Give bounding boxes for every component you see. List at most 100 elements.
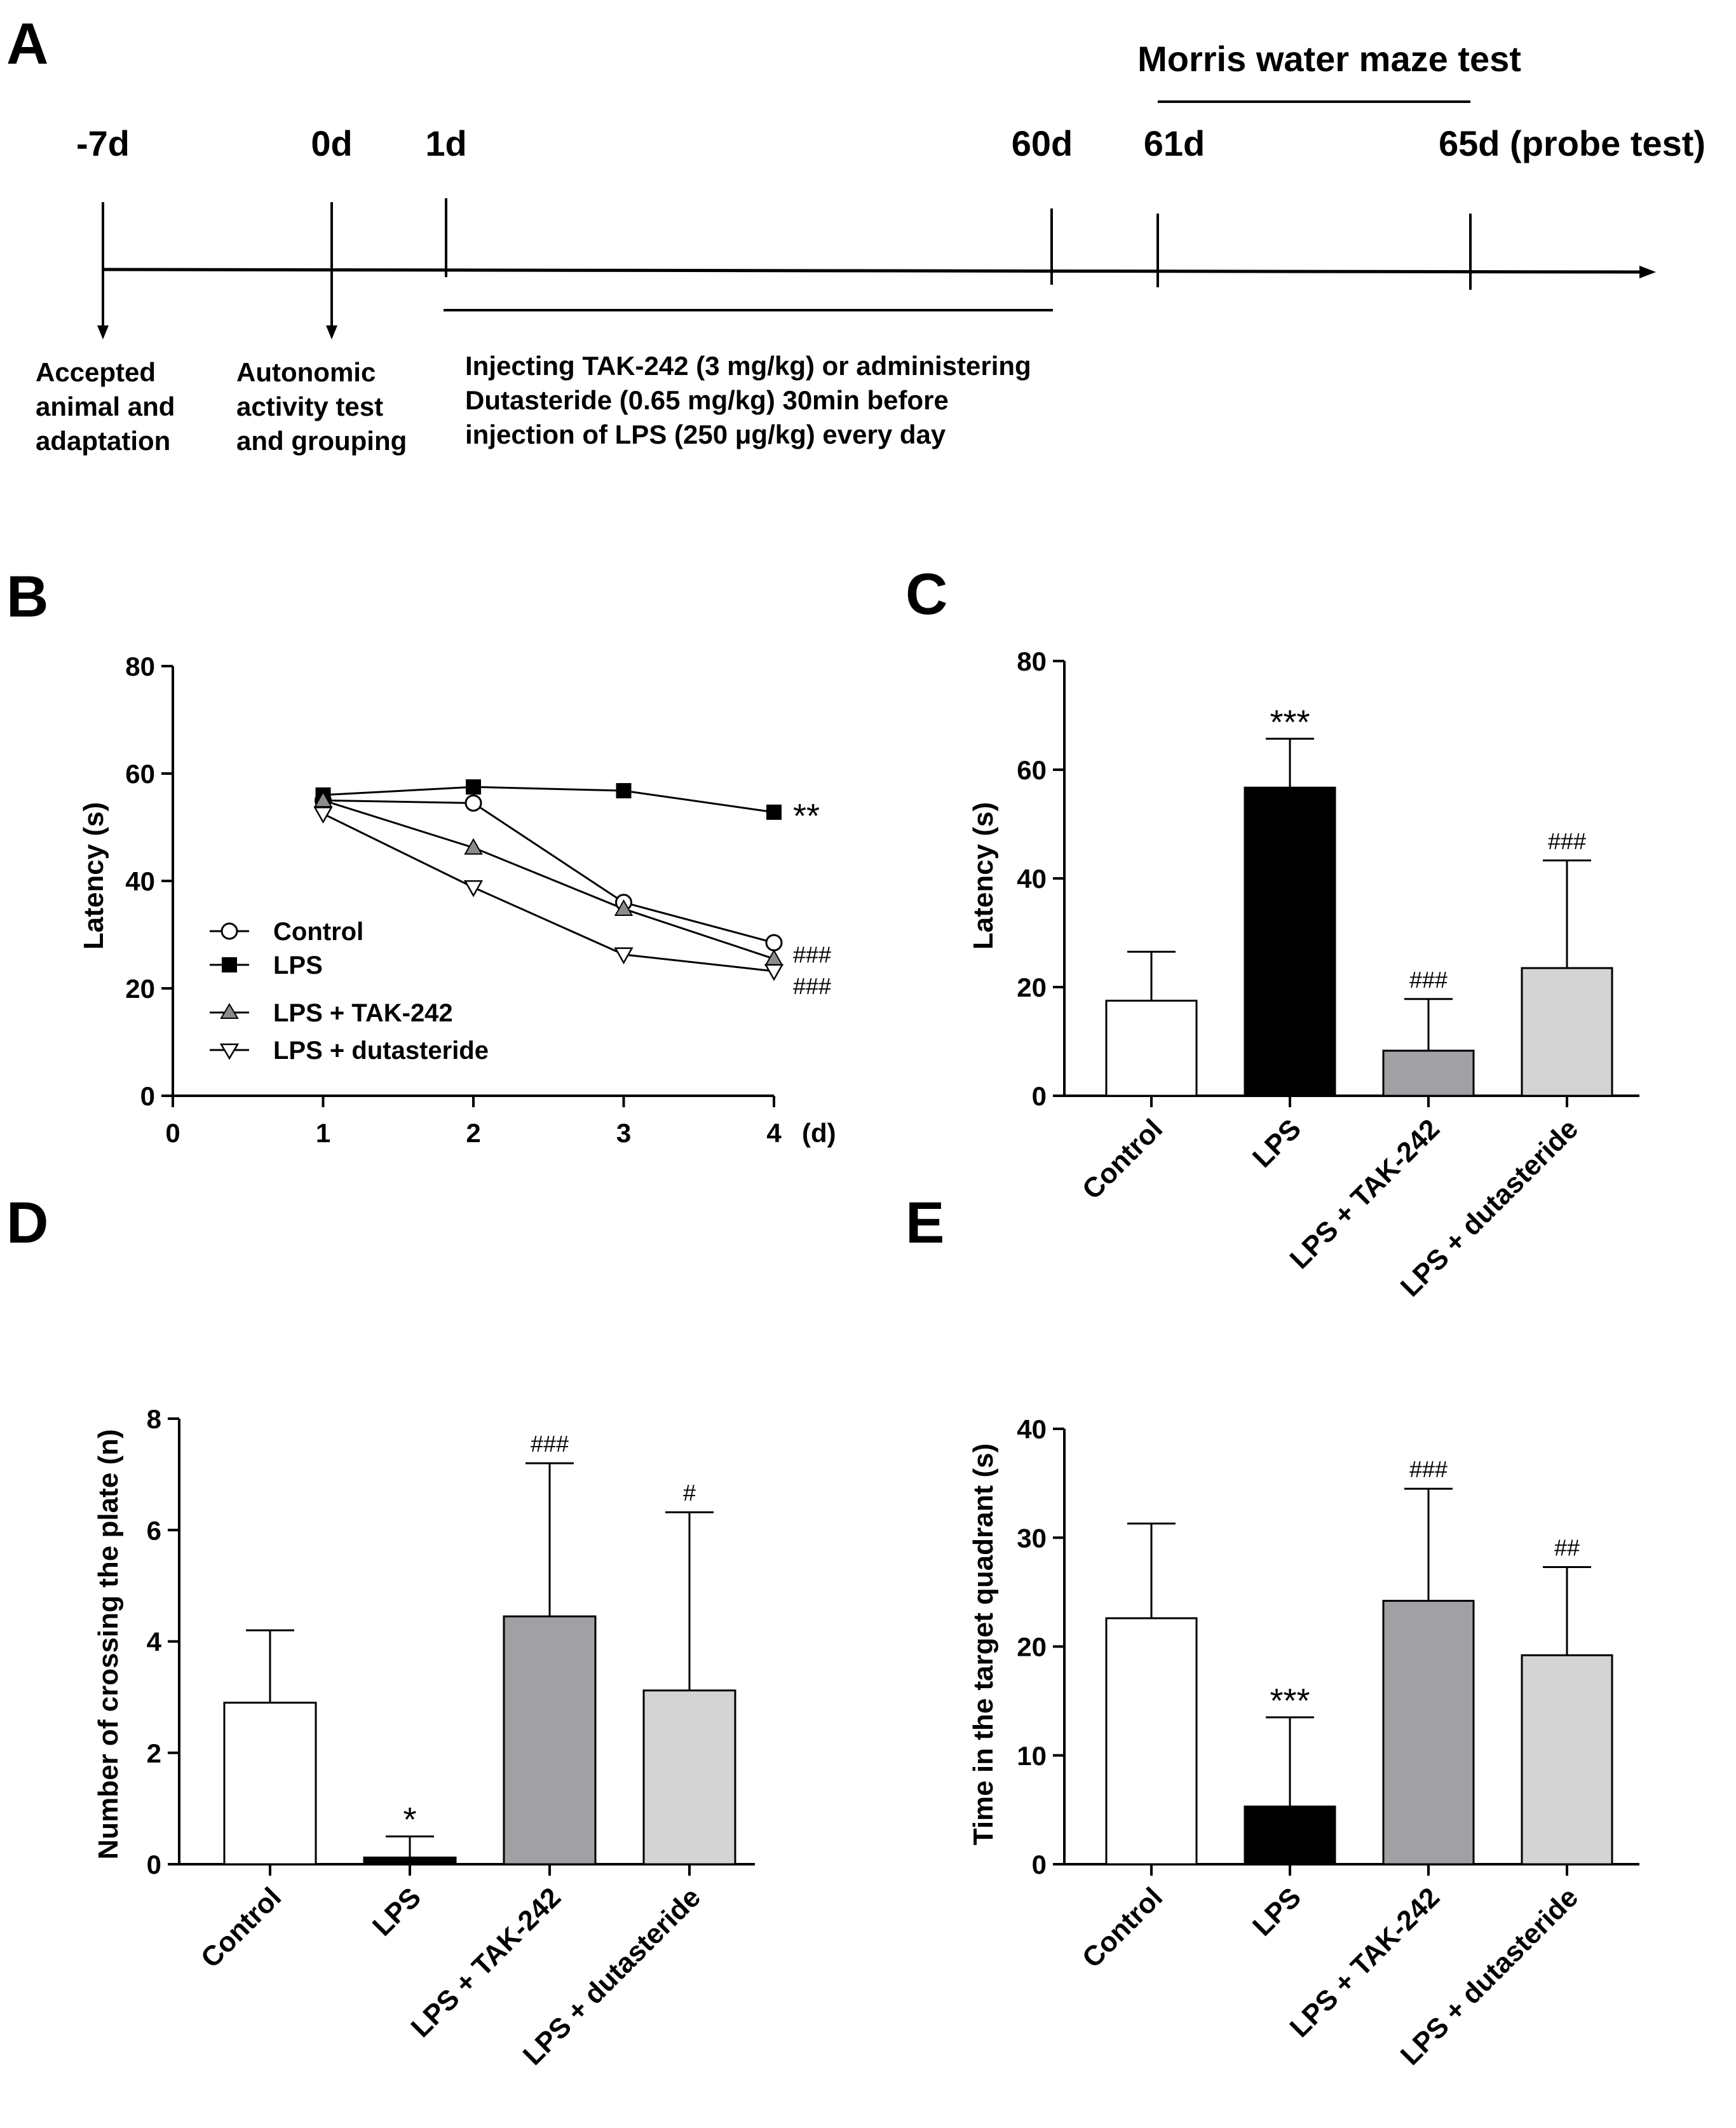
data-point-lps (466, 779, 481, 795)
significance-label: ### (1409, 967, 1448, 993)
y-tick-label: 20 (1017, 1632, 1047, 1662)
note-adaptation-line: adaptation (36, 426, 170, 456)
maze-title: Morris water maze test (1137, 39, 1521, 79)
significance-label: ### (531, 1431, 569, 1457)
bar-2 (503, 1615, 597, 1865)
day-label: 65d (probe test) (1439, 123, 1705, 163)
series-line-0 (323, 799, 775, 944)
chart-latency-line: Latency (s) (d) Control LPS LPS + TAK-24… (78, 651, 836, 1148)
x-category-label: LPS (1247, 1881, 1307, 1942)
legend-marker-dutasteride (219, 1043, 240, 1060)
bar-2 (1382, 1049, 1475, 1097)
data-point-control (465, 794, 482, 812)
y-tick-label: 6 (147, 1515, 161, 1545)
legend-label: LPS + dutasteride (273, 1037, 489, 1065)
y-tick-label: 40 (125, 866, 155, 896)
x-category-label: Control (1076, 1881, 1169, 1974)
x-category-label: LPS (1247, 1113, 1307, 1173)
y-axis-title: Number of crossing the plate (n) (93, 1429, 124, 1859)
day-label: 60d (1012, 123, 1073, 163)
bar-0 (1105, 999, 1198, 1097)
note-grouping-line: activity test (236, 392, 383, 421)
data-point-tak242 (614, 899, 634, 916)
y-axis-title: Latency (s) (968, 802, 999, 950)
x-tick-label: 2 (466, 1118, 480, 1148)
x-category-label: Control (195, 1881, 287, 1974)
bar-1 (1244, 786, 1336, 1097)
significance-label: ### (1548, 828, 1586, 854)
note-injection-line: Dutasteride (0.65 mg/kg) 30min before (465, 385, 949, 415)
day-label: -7d (76, 123, 130, 163)
series-line-3 (322, 813, 775, 972)
data-point-dutasteride (764, 964, 784, 981)
bar-0 (1105, 1617, 1198, 1865)
panel-b: B Latency (s) (d) Control LPS LPS + TAK-… (6, 564, 836, 1148)
data-point-lps (616, 783, 632, 799)
day-label: 0d (311, 123, 352, 163)
legend-marker-tak242 (220, 1003, 239, 1019)
significance-label: ** (793, 797, 820, 835)
x-tick-label: 3 (616, 1118, 631, 1148)
bar-0 (223, 1702, 317, 1865)
x-axis-unit: (d) (802, 1118, 836, 1148)
panel-letter-b: B (6, 564, 48, 629)
legend-marker-control (220, 922, 238, 940)
panel-e: E Time in the target quadrant (s) 0 10 20 3… (905, 1190, 1639, 2071)
x-tick-label: 4 (766, 1118, 782, 1148)
panel-a: A -7d 0d 1d 60d 61d 65d (probe test) Mor… (6, 11, 1705, 456)
bar-3 (642, 1689, 736, 1865)
arrow-down-icon (326, 325, 337, 339)
series-line-2 (323, 799, 775, 960)
y-tick-label: 4 (147, 1627, 162, 1657)
y-tick-label: 30 (1017, 1523, 1047, 1553)
data-point-dutasteride (614, 947, 634, 965)
chart-latency-bar: Latency (s) 0 20 40 60 80 Control LPS *** LPS + … (968, 646, 1639, 1303)
significance-label: ## (1554, 1534, 1580, 1560)
note-adaptation-line: Accepted (36, 357, 156, 387)
y-tick-label: 10 (1017, 1741, 1047, 1771)
note-injection-line: injection of LPS (250 μg/kg) every day (465, 419, 946, 449)
chart-quadrant-time-bar: Time in the target quadrant (s) 0 10 20 30 4… (968, 1414, 1639, 2071)
note-adaptation-line: animal and (36, 392, 175, 421)
panel-letter-e: E (905, 1190, 944, 1255)
bar-3 (1521, 967, 1613, 1097)
bar-3 (1521, 1654, 1613, 1865)
significance-label: *** (1270, 703, 1310, 741)
day-label: 1d (425, 123, 466, 163)
y-tick-label: 0 (1032, 1850, 1047, 1879)
chart-crossings-bar: Number of crossing the plate (n) 0 2 4 6 8 Co… (93, 1404, 755, 2071)
y-axis-title: Time in the target quadrant (s) (968, 1443, 999, 1845)
data-point-control (765, 934, 783, 951)
data-point-lps (766, 804, 782, 820)
significance-label: ### (793, 942, 831, 968)
timeline-arrowhead (1639, 266, 1656, 278)
y-tick-label: 40 (1017, 1414, 1047, 1444)
x-category-label: Control (1076, 1113, 1169, 1205)
note-grouping-line: and grouping (236, 426, 407, 456)
legend-marker-lps (222, 957, 237, 972)
y-tick-label: 60 (125, 759, 155, 789)
significance-label: # (683, 1480, 696, 1506)
day-label: 61d (1144, 123, 1205, 163)
y-tick-label: 20 (125, 974, 155, 1004)
legend-label: LPS + TAK-242 (273, 999, 453, 1027)
x-category-label: LPS + TAK-242 (1284, 1881, 1446, 2043)
significance-label: ### (1409, 1456, 1448, 1482)
significance-label: *** (1270, 1682, 1310, 1720)
note-injection-line: Injecting TAK-242 (3 mg/kg) or administe… (465, 351, 1031, 381)
bar-1 (1244, 1805, 1336, 1865)
series-line-1 (323, 786, 775, 814)
x-category-label: LPS (367, 1881, 427, 1942)
y-tick-label: 0 (147, 1850, 161, 1879)
panel-d: D Number of crossing the plate (n) 0 2 4 6 8… (6, 1190, 755, 2071)
y-tick-label: 40 (1017, 864, 1047, 894)
legend-label: Control (273, 918, 363, 946)
y-tick-label: 80 (1017, 646, 1047, 676)
significance-label: ### (793, 973, 831, 999)
y-tick-label: 2 (147, 1738, 161, 1768)
x-category-label: LPS + TAK-242 (405, 1881, 567, 2043)
data-point-dutasteride (463, 880, 484, 897)
y-tick-label: 8 (147, 1404, 161, 1434)
bar-2 (1382, 1600, 1475, 1865)
